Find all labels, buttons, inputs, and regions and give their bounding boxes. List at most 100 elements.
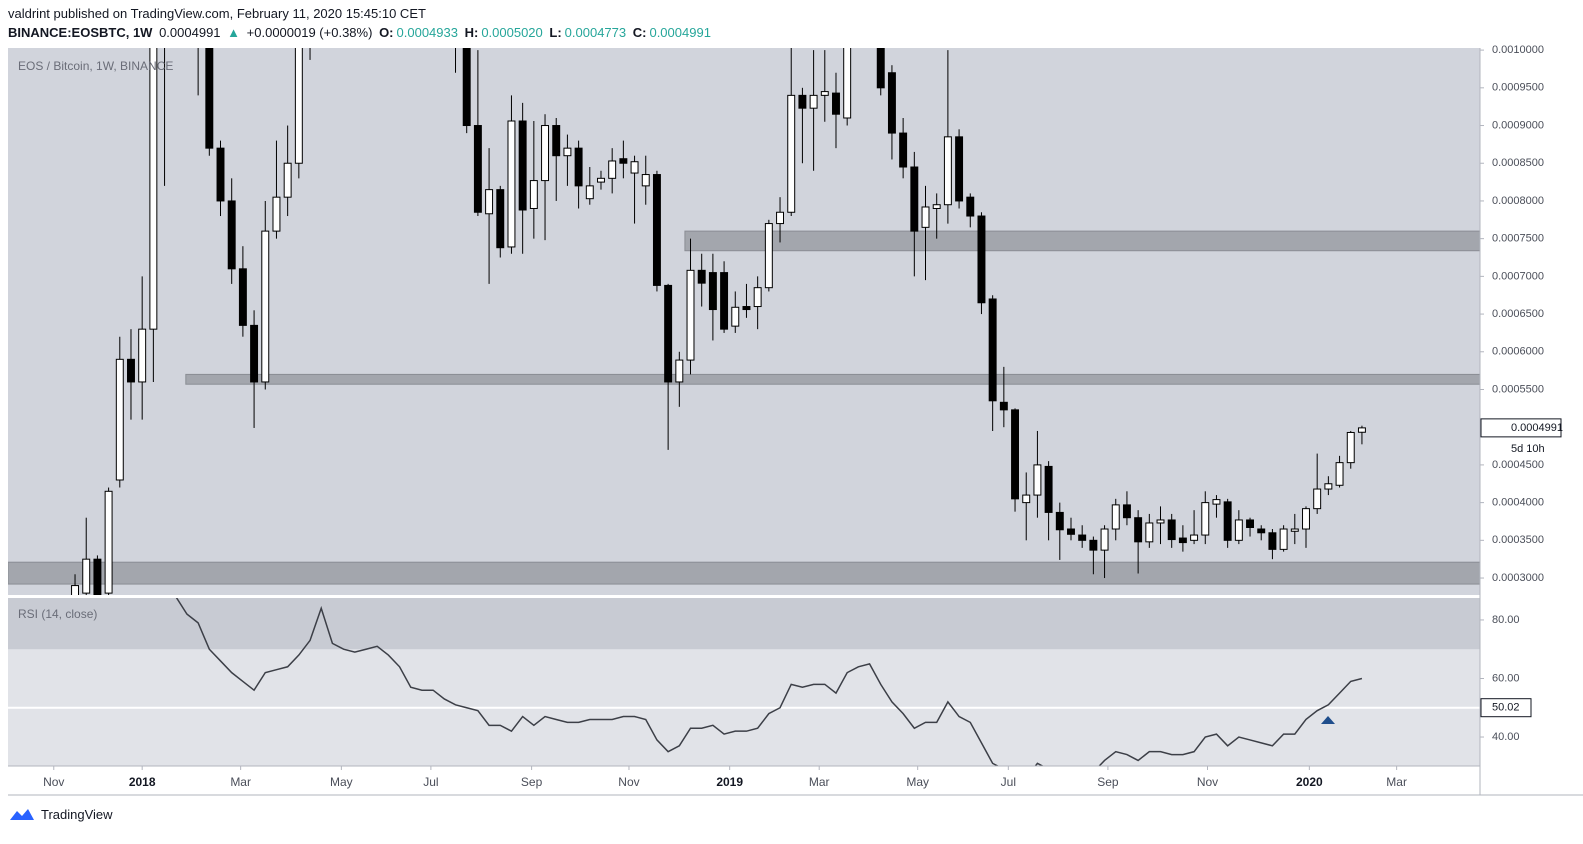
candle-body xyxy=(205,48,214,149)
axes: 0.0003000 0.0003500 0.0004000 0.0004500 0.00… xyxy=(43,44,1563,789)
candle-body xyxy=(652,174,661,286)
candle-body xyxy=(697,269,706,284)
candle-body xyxy=(742,306,751,311)
candle-body xyxy=(195,0,202,12)
candle-body xyxy=(1313,488,1322,510)
candle-body xyxy=(1100,528,1109,551)
candle-body xyxy=(619,158,628,164)
candle-body xyxy=(161,0,168,12)
candle-body xyxy=(238,268,247,326)
candle-body xyxy=(82,558,91,594)
x-tick-label: Mar xyxy=(809,775,830,789)
candle-body xyxy=(1067,528,1075,535)
price-box xyxy=(1480,418,1562,438)
candle-body xyxy=(988,298,997,402)
candle-body xyxy=(552,125,561,157)
x-tick-label: Nov xyxy=(1197,775,1218,789)
symbol: BINANCE:EOSBTC, 1W xyxy=(8,25,153,40)
chart: 0.0003000 0.0003500 0.0004000 0.0004500 0.00… xyxy=(8,0,1583,796)
candle-body xyxy=(921,206,930,228)
candles xyxy=(71,0,1366,595)
candle-body xyxy=(1201,502,1210,536)
candle-body xyxy=(1055,511,1064,531)
candle-body xyxy=(127,358,135,383)
footer: TradingView xyxy=(8,806,113,822)
candle-body xyxy=(496,189,505,249)
x-tick-label: Sep xyxy=(1097,775,1119,789)
candle-body xyxy=(283,162,292,198)
ohlc-value: 0.0004933 xyxy=(396,25,458,40)
x-tick-label: Nov xyxy=(618,775,639,789)
x-tick-label: May xyxy=(330,775,353,789)
ohlc-label: O: xyxy=(379,25,394,40)
candle-body xyxy=(708,272,717,311)
logo-shape xyxy=(10,809,34,820)
ohlc-label: C: xyxy=(632,25,647,40)
rsi-tick-label: 80.00 xyxy=(1492,614,1520,626)
candle-body xyxy=(1145,522,1154,543)
y-tick-label: 0.0004000 xyxy=(1492,497,1544,509)
candle-body xyxy=(104,490,113,594)
candle-body xyxy=(731,306,740,327)
publisher-line: valdrint published on TradingView.com, F… xyxy=(8,6,426,21)
x-tick-label: Jul xyxy=(423,775,438,789)
ohlc-value: 0.0004773 xyxy=(564,25,627,40)
candle-body xyxy=(597,177,605,183)
candle-body xyxy=(664,284,673,383)
candle-body xyxy=(753,287,762,308)
candle-body xyxy=(843,48,852,119)
candle-body xyxy=(1122,504,1131,519)
y-tick-label: 0.0003500 xyxy=(1492,534,1544,546)
zone xyxy=(8,561,1480,585)
y-tick-label: 0.0007000 xyxy=(1492,270,1544,282)
y-tick-label: 0.0005500 xyxy=(1492,383,1544,395)
candle-body xyxy=(1212,499,1221,505)
candle-body xyxy=(798,94,807,109)
candle-body xyxy=(887,72,896,134)
candle-body xyxy=(585,185,594,200)
zones xyxy=(8,230,1480,585)
candle-body xyxy=(1089,539,1098,551)
candle-body xyxy=(1324,483,1333,490)
candle-body xyxy=(764,223,773,289)
candle-body xyxy=(955,136,964,202)
rsi xyxy=(8,598,1480,766)
candle-body xyxy=(473,125,482,213)
candle-body xyxy=(272,196,281,232)
zone xyxy=(185,373,1480,385)
candle-body xyxy=(999,401,1008,411)
candle-body xyxy=(1111,504,1120,530)
candle-body xyxy=(943,136,952,206)
candle-body xyxy=(541,125,550,182)
candle-body xyxy=(1335,462,1344,486)
candle-body xyxy=(1290,528,1299,532)
candle-body xyxy=(608,160,617,179)
candle-body xyxy=(1011,409,1020,500)
candle-body xyxy=(977,215,986,304)
candle-body xyxy=(250,324,259,383)
candle-body xyxy=(776,211,785,225)
chart-title: EOS / Bitcoin, 1W, BINANCE xyxy=(18,59,173,73)
candle-body xyxy=(630,161,639,174)
change-arrow: ▲ xyxy=(227,25,241,40)
x-tick-label: Mar xyxy=(230,775,251,789)
candle-body xyxy=(294,48,303,164)
ohlc-value: 0.0005020 xyxy=(481,25,543,40)
candle-body xyxy=(899,132,908,168)
y-tick-label: 0.0009500 xyxy=(1492,82,1544,94)
x-tick-label: 2019 xyxy=(716,775,743,789)
candle-body xyxy=(71,585,80,595)
candle-body xyxy=(1156,519,1165,524)
candle-body xyxy=(227,200,236,270)
rsi-title: RSI (14, close) xyxy=(18,607,97,621)
candle-body xyxy=(115,358,124,481)
y-tick-label: 0.0008500 xyxy=(1492,157,1544,169)
candle-body xyxy=(686,269,695,361)
y-tick-label: 0.0009000 xyxy=(1492,119,1544,131)
y-tick-label: 0.0006000 xyxy=(1492,346,1544,358)
candle-body xyxy=(452,0,459,12)
candle-body xyxy=(1178,537,1187,544)
candle-body xyxy=(1022,494,1031,504)
x-tick-label: Jul xyxy=(1001,775,1016,789)
